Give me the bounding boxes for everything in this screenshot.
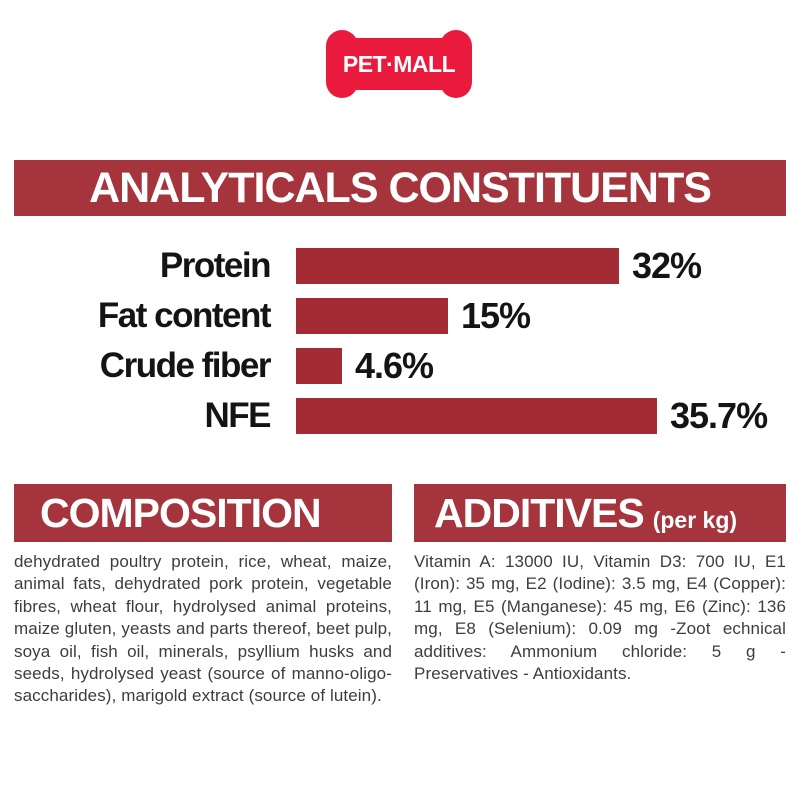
chart-row: Crude fiber 4.6% (0, 341, 800, 391)
chart-category-label: NFE (204, 396, 272, 435)
chart-bar (296, 298, 448, 334)
constituents-bar-chart: Protein 32% Fat content 15% Crude fiber 4.6% N… (0, 241, 800, 441)
additives-header: ADDITIVES (per kg) (414, 484, 786, 542)
chart-category-label: Fat content (97, 296, 272, 335)
analyticals-constituents-header: ANALYTICALS CONSTITUENTS (14, 160, 786, 216)
chart-bar (296, 348, 342, 384)
additives-per-kg-subtitle: (per kg) (652, 506, 738, 533)
chart-bar (296, 398, 657, 434)
bone-icon: PET·MALL (326, 30, 472, 98)
chart-row: Protein 32% (0, 241, 800, 291)
additives-title: ADDITIVES (434, 489, 645, 536)
chart-value-label: 32% (632, 245, 702, 286)
chart-row: Fat content 15% (0, 291, 800, 341)
brand-logo: PET·MALL (325, 29, 473, 99)
additives-body-text: Vitamin A: 13000 IU, Vitamin D3: 700 IU,… (414, 552, 786, 684)
additives-section: ADDITIVES (per kg) Vitamin A: 13000 IU, … (414, 484, 786, 685)
chart-value-label: 4.6% (355, 345, 434, 386)
chart-value-label: 35.7% (670, 395, 768, 436)
chart-category-label: Crude fiber (99, 346, 272, 385)
chart-row: NFE 35.7% (0, 391, 800, 441)
bone-shape (326, 30, 472, 98)
chart-bar (296, 248, 619, 284)
composition-body-text: dehydrated poultry protein, rice, wheat,… (14, 552, 392, 706)
chart-category-label: Protein (159, 246, 272, 285)
composition-header: COMPOSITION (14, 484, 392, 542)
composition-title: COMPOSITION (40, 489, 322, 536)
brand-logo-text: PET·MALL (343, 51, 456, 77)
composition-section: COMPOSITION dehydrated poultry protein, … (14, 484, 392, 708)
analyticals-constituents-title: ANALYTICALS CONSTITUENTS (89, 163, 712, 212)
chart-value-label: 15% (461, 295, 531, 336)
